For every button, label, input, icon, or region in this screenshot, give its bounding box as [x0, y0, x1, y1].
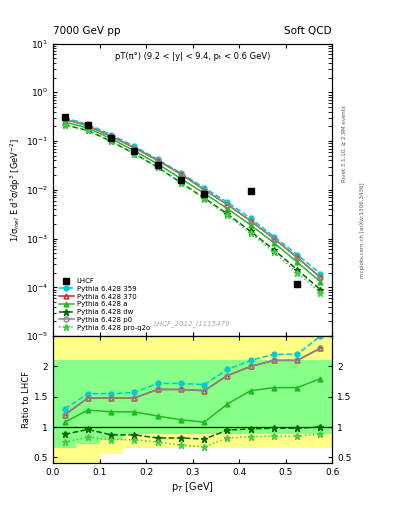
Text: Soft QCD: Soft QCD	[285, 26, 332, 36]
Text: 7000 GeV pp: 7000 GeV pp	[53, 26, 121, 36]
Text: LHCF_2012_I1115479: LHCF_2012_I1115479	[154, 321, 231, 327]
Text: Rivet 3.1.10, ≥ 2.9M events: Rivet 3.1.10, ≥ 2.9M events	[342, 105, 347, 182]
Legend: LHCF, Pythia 6.428 359, Pythia 6.428 370, Pythia 6.428 a, Pythia 6.428 dw, Pythi: LHCF, Pythia 6.428 359, Pythia 6.428 370…	[57, 276, 152, 333]
Y-axis label: Ratio to LHCF: Ratio to LHCF	[22, 371, 31, 428]
Text: pT(π°) (9.2 < |y| < 9.4, pₜ < 0.6 GeV): pT(π°) (9.2 < |y| < 9.4, pₜ < 0.6 GeV)	[115, 52, 270, 61]
X-axis label: p$_T$ [GeV]: p$_T$ [GeV]	[171, 480, 214, 494]
Y-axis label: 1/σ$_{inel}$ E d$^3$σ/dp$^3$ [GeV$^{-2}$]: 1/σ$_{inel}$ E d$^3$σ/dp$^3$ [GeV$^{-2}$…	[9, 138, 23, 242]
Text: mcplots.cern.ch [arXiv:1306.3436]: mcplots.cern.ch [arXiv:1306.3436]	[360, 183, 365, 278]
